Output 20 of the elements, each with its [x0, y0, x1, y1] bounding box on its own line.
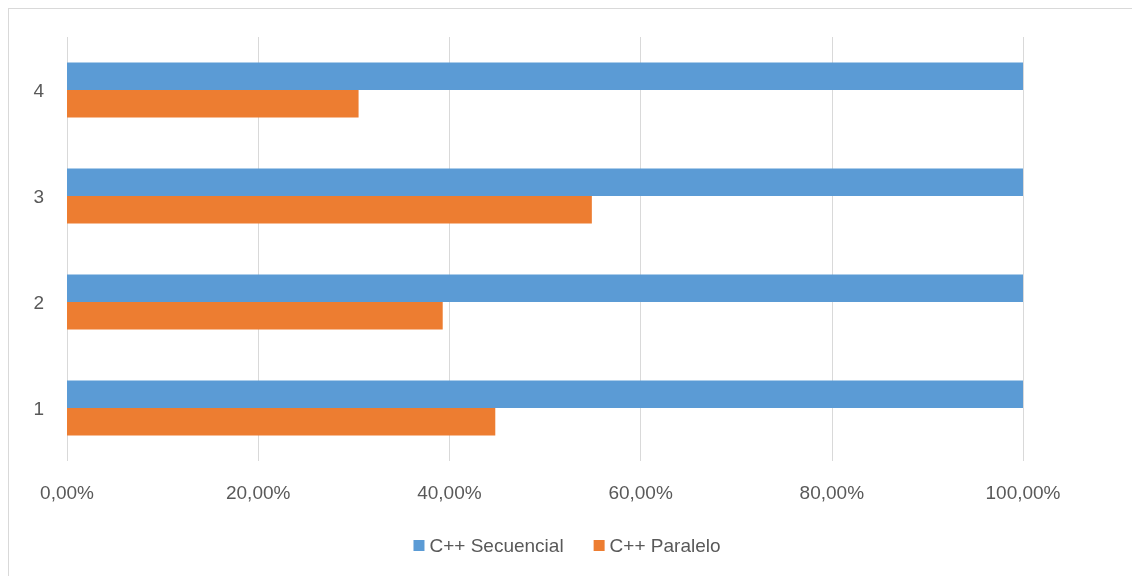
bar [67, 274, 1023, 302]
bar [67, 302, 443, 330]
x-tick-label: 80,00% [799, 482, 865, 503]
bar [67, 90, 359, 118]
y-tick-label: 3 [33, 185, 44, 207]
y-tick-label: 1 [33, 397, 44, 419]
bar [67, 62, 1023, 90]
x-tick-label: 0,00% [40, 482, 95, 503]
x-tick-label: 60,00% [608, 482, 673, 503]
x-tick-label: 20,00% [225, 482, 291, 503]
bar [67, 380, 1023, 408]
x-tick-label: 100,00% [985, 482, 1061, 503]
bar [67, 408, 496, 436]
y-tick-label: 2 [33, 291, 44, 313]
legend-label: C++ Paralelo [609, 535, 721, 556]
x-tick-label: 40,00% [417, 482, 482, 503]
bar [67, 196, 592, 224]
legend-label: C++ Secuencial [429, 535, 564, 556]
bar [67, 168, 1023, 196]
y-tick-label: 4 [33, 79, 45, 101]
